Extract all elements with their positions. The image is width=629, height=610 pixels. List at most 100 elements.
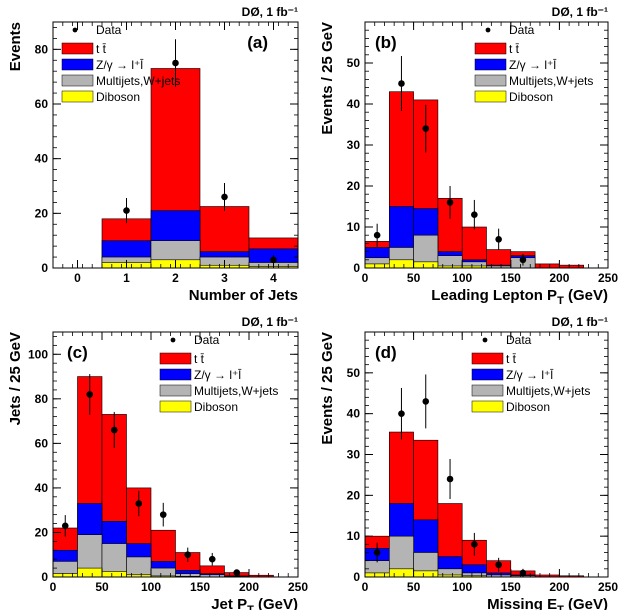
panel-label: (d) xyxy=(375,343,397,362)
plot-frame xyxy=(52,331,299,578)
data-point xyxy=(110,426,118,434)
data-point xyxy=(422,398,430,405)
x-tick-label: 200 xyxy=(549,271,569,285)
data-point xyxy=(495,236,502,243)
x-tick-label: 3 xyxy=(221,271,228,285)
bar-diboson xyxy=(101,571,127,578)
x-tick-label: 0 xyxy=(362,580,369,594)
x-tick-label: 150 xyxy=(190,580,210,594)
x-tick-label: 50 xyxy=(407,271,421,285)
legend-swatch-zgamma xyxy=(471,368,504,381)
legend-swatch-ttbar xyxy=(159,352,192,365)
y-tick-label: 40 xyxy=(347,407,361,421)
y-tick-label: 50 xyxy=(347,56,361,70)
y-axis-title: Events / 25 GeV xyxy=(319,22,336,135)
legend-data-marker xyxy=(72,27,78,33)
legend: Data t t̄ Z/γ → l⁺l̄ Multijets,W+jets Diboso… xyxy=(471,333,590,414)
legend-swatch-multijets xyxy=(159,384,192,397)
data-point xyxy=(184,551,192,559)
data-point xyxy=(221,193,228,201)
x-tick-label: 200 xyxy=(239,580,259,594)
data-point xyxy=(519,569,527,577)
bar-diboson xyxy=(413,570,439,578)
experiment-label: DØ, 1 fb⁻¹ xyxy=(242,315,298,329)
legend-swatch-zgamma xyxy=(61,58,94,71)
x-axis-title: Number of Jets xyxy=(189,287,298,304)
data-point xyxy=(233,569,241,576)
data-point xyxy=(398,80,405,87)
y-axis-title: Events / 25 GeV xyxy=(319,332,336,445)
legend-label-ttbar: t t̄ xyxy=(509,42,520,56)
bar-diboson xyxy=(364,572,390,578)
bar-diboson xyxy=(388,568,414,578)
data-point xyxy=(172,59,179,67)
bar-ttbar xyxy=(534,263,560,269)
legend-swatch-multijets xyxy=(471,384,504,397)
data-point xyxy=(373,231,381,239)
y-tick-label: 0 xyxy=(41,570,48,584)
legend-label-multijets: Multijets,W+jets xyxy=(509,74,593,88)
experiment-label: DØ, 1 fb⁻¹ xyxy=(552,5,608,19)
x-axis-title: Missing ET (GeV) xyxy=(487,596,608,610)
y-tick-label: 30 xyxy=(347,448,361,462)
bar-diboson xyxy=(388,259,414,269)
legend-swatch-diboson xyxy=(474,90,507,103)
legend-label-ttbar: t t̄ xyxy=(194,352,205,366)
x-tick-label: 100 xyxy=(452,580,472,594)
x-tick-label: 50 xyxy=(407,580,421,594)
y-axis-title: Jets / 25 GeV xyxy=(7,332,24,425)
legend-label-diboson: Diboson xyxy=(506,400,550,414)
legend-label-data: Data xyxy=(96,23,122,37)
data-point xyxy=(135,500,143,507)
y-tick-label: 60 xyxy=(35,436,49,450)
legend-swatch-zgamma xyxy=(159,368,192,381)
x-tick-label: 150 xyxy=(501,580,521,594)
x-tick-label: 50 xyxy=(95,580,109,594)
data-point xyxy=(123,207,130,214)
legend-swatch-zgamma xyxy=(474,58,507,71)
legend-label-ttbar: t t̄ xyxy=(96,42,107,56)
panel-label: (a) xyxy=(247,33,268,52)
x-tick-label: 250 xyxy=(598,580,618,594)
data-point xyxy=(61,522,69,530)
x-tick-label: 1 xyxy=(123,271,130,285)
y-tick-label: 0 xyxy=(353,570,360,584)
legend-label-multijets: Multijets,W+jets xyxy=(96,74,180,88)
x-tick-label: 150 xyxy=(501,271,521,285)
legend-label-ttbar: t t̄ xyxy=(506,352,517,366)
x-tick-label: 250 xyxy=(288,580,308,594)
x-axis-title: Leading Lepton PT (GeV) xyxy=(431,287,608,307)
legend-label-diboson: Diboson xyxy=(96,90,140,104)
y-tick-label: 40 xyxy=(347,97,361,111)
y-tick-label: 50 xyxy=(347,366,361,380)
legend-swatch-diboson xyxy=(159,400,192,413)
y-tick-label: 60 xyxy=(35,97,49,111)
legend-label-zgamma: Z/γ → l⁺l̄ xyxy=(194,368,242,382)
legend-label-diboson: Diboson xyxy=(509,90,553,104)
legend-label-zgamma: Z/γ → l⁺l̄ xyxy=(96,58,144,72)
legend-label-multijets: Multijets,W+jets xyxy=(506,384,590,398)
data-point xyxy=(398,410,405,417)
panel-label: (c) xyxy=(67,343,88,362)
y-tick-label: 30 xyxy=(347,138,361,152)
legend: Data t t̄ Z/γ → l⁺l̄ Multijets,W+jets Diboso… xyxy=(61,23,180,104)
legend-swatch-ttbar xyxy=(474,42,507,55)
legend-data-marker xyxy=(485,27,491,33)
data-point xyxy=(446,199,454,206)
x-tick-label: 200 xyxy=(549,580,569,594)
experiment-label: DØ, 1 fb⁻¹ xyxy=(242,5,298,19)
legend-label-diboson: Diboson xyxy=(194,400,238,414)
legend-label-data: Data xyxy=(506,333,532,347)
chart-panel-b: 0 50 100 150 200 250 0 10 20 30 40 50 Leading Lepton… xyxy=(319,5,618,307)
x-tick-label: 4 xyxy=(270,271,277,285)
x-tick-label: 0 xyxy=(74,271,81,285)
bar-diboson xyxy=(77,567,103,578)
legend-label-data: Data xyxy=(509,23,535,37)
legend-label-zgamma: Z/γ → l⁺l̄ xyxy=(509,58,557,72)
y-axis-title: Events xyxy=(7,22,24,71)
chart-panel-d: 0 50 100 150 200 250 0 10 20 30 40 50 Missing ET (Ge… xyxy=(319,315,618,610)
data-point xyxy=(270,256,277,264)
y-tick-label: 10 xyxy=(347,529,361,543)
data-point xyxy=(208,555,216,563)
